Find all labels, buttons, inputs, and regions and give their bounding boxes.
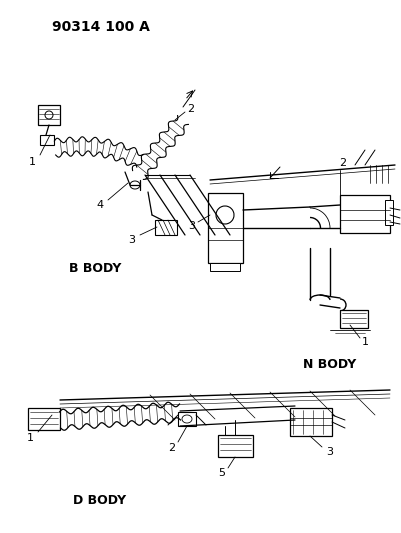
Bar	[207, 193, 242, 263]
Text: D BODY: D BODY	[73, 494, 126, 506]
Bar	[217, 435, 252, 457]
Text: 4: 4	[96, 200, 103, 210]
Bar	[40, 135, 54, 145]
Text: 1: 1	[360, 337, 368, 347]
Bar	[209, 263, 239, 271]
Text: 2: 2	[338, 158, 346, 168]
Text: 2: 2	[168, 443, 175, 453]
Text: 5: 5	[218, 468, 225, 478]
Text: 3: 3	[326, 447, 333, 457]
Bar	[28, 408, 60, 430]
Text: B BODY: B BODY	[69, 262, 121, 274]
Bar	[38, 105, 60, 125]
Text: 2: 2	[187, 104, 194, 114]
Text: 3: 3	[188, 221, 195, 231]
Bar	[384, 200, 392, 225]
Text: 1: 1	[28, 157, 35, 167]
Text: 90314 100 A: 90314 100 A	[52, 20, 150, 34]
Text: N BODY: N BODY	[303, 359, 356, 372]
Bar	[339, 310, 367, 328]
Bar	[339, 195, 389, 233]
Bar	[155, 220, 176, 235]
Bar	[289, 408, 331, 436]
Text: 1: 1	[26, 433, 33, 443]
Text: 3: 3	[128, 235, 135, 245]
Bar	[178, 412, 196, 426]
